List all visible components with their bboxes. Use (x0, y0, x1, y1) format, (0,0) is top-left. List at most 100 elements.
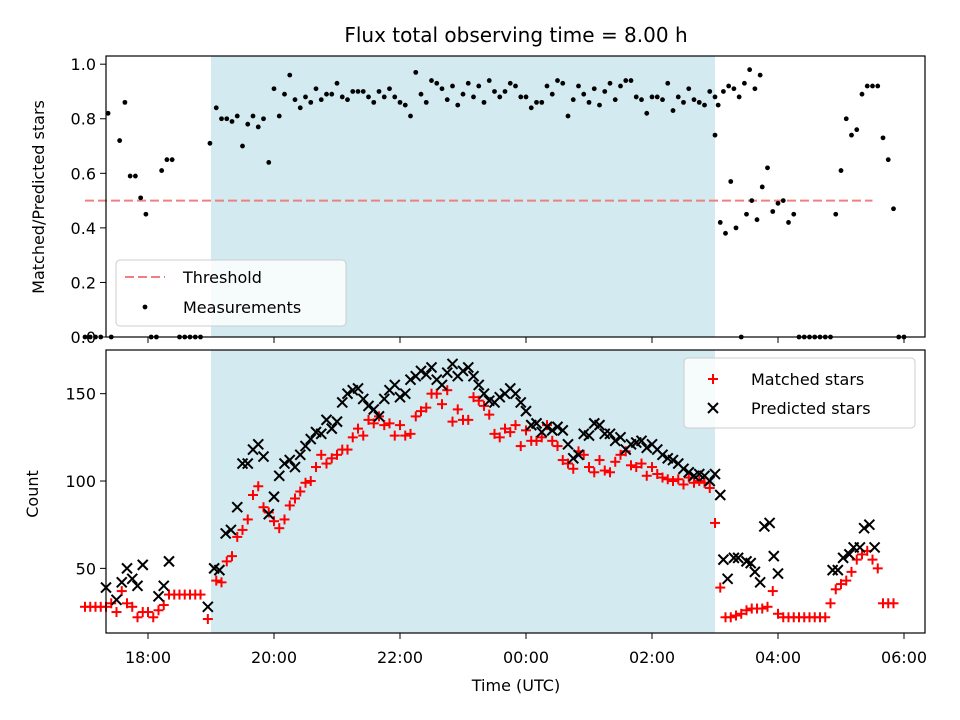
predicted-point (656, 449, 669, 461)
measurement-point (602, 89, 608, 94)
measurement-point (854, 127, 860, 133)
matched-point (274, 523, 285, 534)
predicted-point (614, 431, 627, 444)
measurement-point (282, 91, 287, 97)
matched-point (122, 598, 132, 609)
predicted-point (110, 594, 123, 606)
matched-point (284, 500, 295, 511)
measurement-point (127, 173, 133, 179)
matched-point (248, 489, 258, 500)
predicted-point (530, 417, 543, 430)
measurement-point (308, 99, 314, 105)
matched-point (542, 420, 552, 431)
measurement-point (742, 80, 747, 86)
matched-point (652, 469, 663, 480)
matched-point (132, 612, 143, 623)
measurement-point (429, 78, 434, 83)
measurement-point (255, 124, 261, 130)
measurement-point (87, 334, 93, 340)
measurement-point (581, 91, 587, 97)
x-tick-label: 02:00 (629, 648, 675, 667)
matched-point (106, 598, 117, 609)
predicted-point (268, 491, 280, 503)
measurement-point (245, 121, 251, 127)
matched-point (473, 395, 484, 406)
matched-point (479, 400, 489, 411)
predicted-points (100, 358, 881, 613)
matched-point (368, 418, 379, 429)
matched-point (358, 430, 369, 441)
predicted-point (263, 508, 275, 520)
matched-point (384, 418, 395, 429)
matched-point (673, 474, 684, 485)
measurement-point (843, 116, 849, 122)
measurement-point (686, 86, 692, 92)
predicted-point (352, 382, 364, 395)
predicted-point (721, 573, 734, 585)
matched-point (500, 423, 510, 434)
matched-point (489, 428, 500, 439)
measurement-point (360, 89, 366, 94)
matched-point (715, 582, 726, 593)
matched-point (342, 444, 353, 455)
observing-window-shade (211, 350, 715, 633)
measurement-point (450, 83, 455, 89)
measurement-point (649, 94, 655, 100)
top-x-ticks (147, 337, 905, 343)
matched-point (563, 458, 573, 469)
y-tick-label: 150 (65, 385, 96, 404)
matched-point (211, 575, 222, 586)
matched-point (605, 467, 615, 478)
measurement-point (287, 72, 293, 78)
measurement-point (313, 86, 319, 92)
measurement-point (387, 86, 392, 92)
matched-point (668, 476, 678, 487)
matched-point (857, 549, 867, 560)
measurement-point (460, 91, 466, 97)
matched-point (773, 608, 783, 619)
bottom-axes-frame (105, 349, 926, 634)
measurement-point (486, 78, 492, 83)
predicted-point (551, 421, 564, 433)
measurement-point (138, 195, 144, 201)
measurement-point (570, 97, 576, 103)
matched-point (494, 432, 505, 443)
y-tick-label: 0.0 (71, 328, 96, 347)
y-tick-label: 0.2 (71, 273, 96, 292)
measurement-point (497, 94, 503, 100)
predicted-point (126, 573, 138, 585)
matched-point (631, 462, 642, 473)
predicted-point (728, 552, 740, 564)
measurement-point (757, 72, 763, 78)
matched-point (872, 563, 883, 574)
matched-point (888, 598, 899, 609)
measurement-points (82, 67, 907, 340)
measurement-point (465, 80, 471, 86)
matched-point (767, 586, 778, 597)
matched-point (610, 456, 621, 467)
matched-point (594, 455, 605, 466)
matched-point (400, 430, 411, 441)
x-tick-label: 00:00 (503, 648, 549, 667)
predicted-point (462, 361, 474, 374)
predicted-point (389, 379, 401, 391)
measurement-point (880, 135, 886, 141)
measurement-point (786, 220, 791, 225)
top-panel: 0.0 0.2 0.4 0.6 0.8 1.0 Matched/Predicted sta… (29, 55, 926, 347)
predicted-point (368, 403, 380, 416)
predicted-point (446, 358, 459, 370)
matched-point (290, 493, 300, 504)
predicted-point (289, 461, 301, 473)
measurement-point (366, 94, 371, 100)
x-tick-label: 18:00 (125, 648, 171, 667)
measurement-point (712, 132, 718, 138)
matched-point (305, 476, 316, 487)
predicted-point (219, 527, 232, 540)
matched-point (657, 472, 668, 483)
measurement-point (93, 334, 98, 340)
measurement-point (402, 102, 408, 108)
measurement-point (791, 211, 797, 217)
predicted-point (331, 415, 343, 428)
measurement-point (644, 110, 650, 116)
